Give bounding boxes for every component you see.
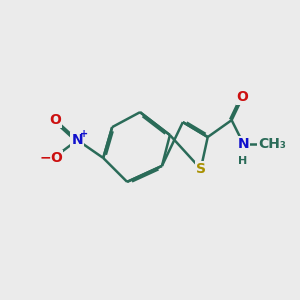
Text: N: N	[238, 137, 249, 151]
Text: O: O	[50, 151, 62, 165]
Text: S: S	[196, 162, 206, 176]
Text: H: H	[238, 156, 247, 166]
Text: O: O	[50, 113, 61, 127]
Text: N: N	[71, 133, 83, 147]
Text: O: O	[237, 90, 248, 104]
Text: +: +	[80, 129, 88, 139]
Text: CH₃: CH₃	[258, 137, 286, 151]
Text: −: −	[39, 150, 51, 164]
